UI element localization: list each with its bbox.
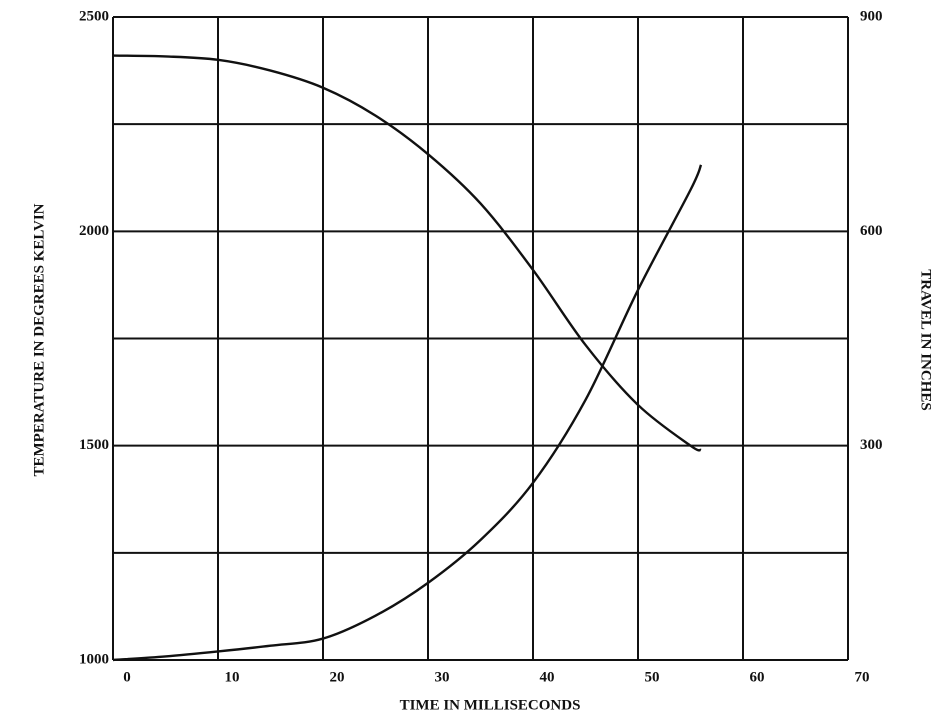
line-series <box>112 164 703 662</box>
x-tick-label: 70 <box>855 669 870 685</box>
y-tick-label: 1500 <box>79 437 109 453</box>
x-tick-label: 60 <box>750 669 765 685</box>
x-tick-label: 0 <box>123 669 131 685</box>
y-tick-label: 2500 <box>79 8 109 24</box>
x-axis-label: TIME IN MILLISECONDS <box>400 697 581 713</box>
x-tick-label: 10 <box>225 669 240 685</box>
y2-tick-label: 600 <box>860 223 883 239</box>
line-series <box>112 54 702 452</box>
y-tick-label: 2000 <box>79 223 109 239</box>
x-tick-label: 30 <box>435 669 450 685</box>
y2-tick-label: 900 <box>860 8 883 24</box>
y-axis-label: TEMPERATURE IN DEGREES KELVIN <box>31 203 47 476</box>
x-tick-label: 40 <box>540 669 555 685</box>
x-tick-label: 50 <box>645 669 660 685</box>
y-tick-label: 1000 <box>79 651 109 667</box>
y2-axis-label: TRAVEL IN INCHES <box>918 269 934 410</box>
y2-tick-label: 300 <box>860 437 883 453</box>
x-tick-label: 20 <box>330 669 345 685</box>
